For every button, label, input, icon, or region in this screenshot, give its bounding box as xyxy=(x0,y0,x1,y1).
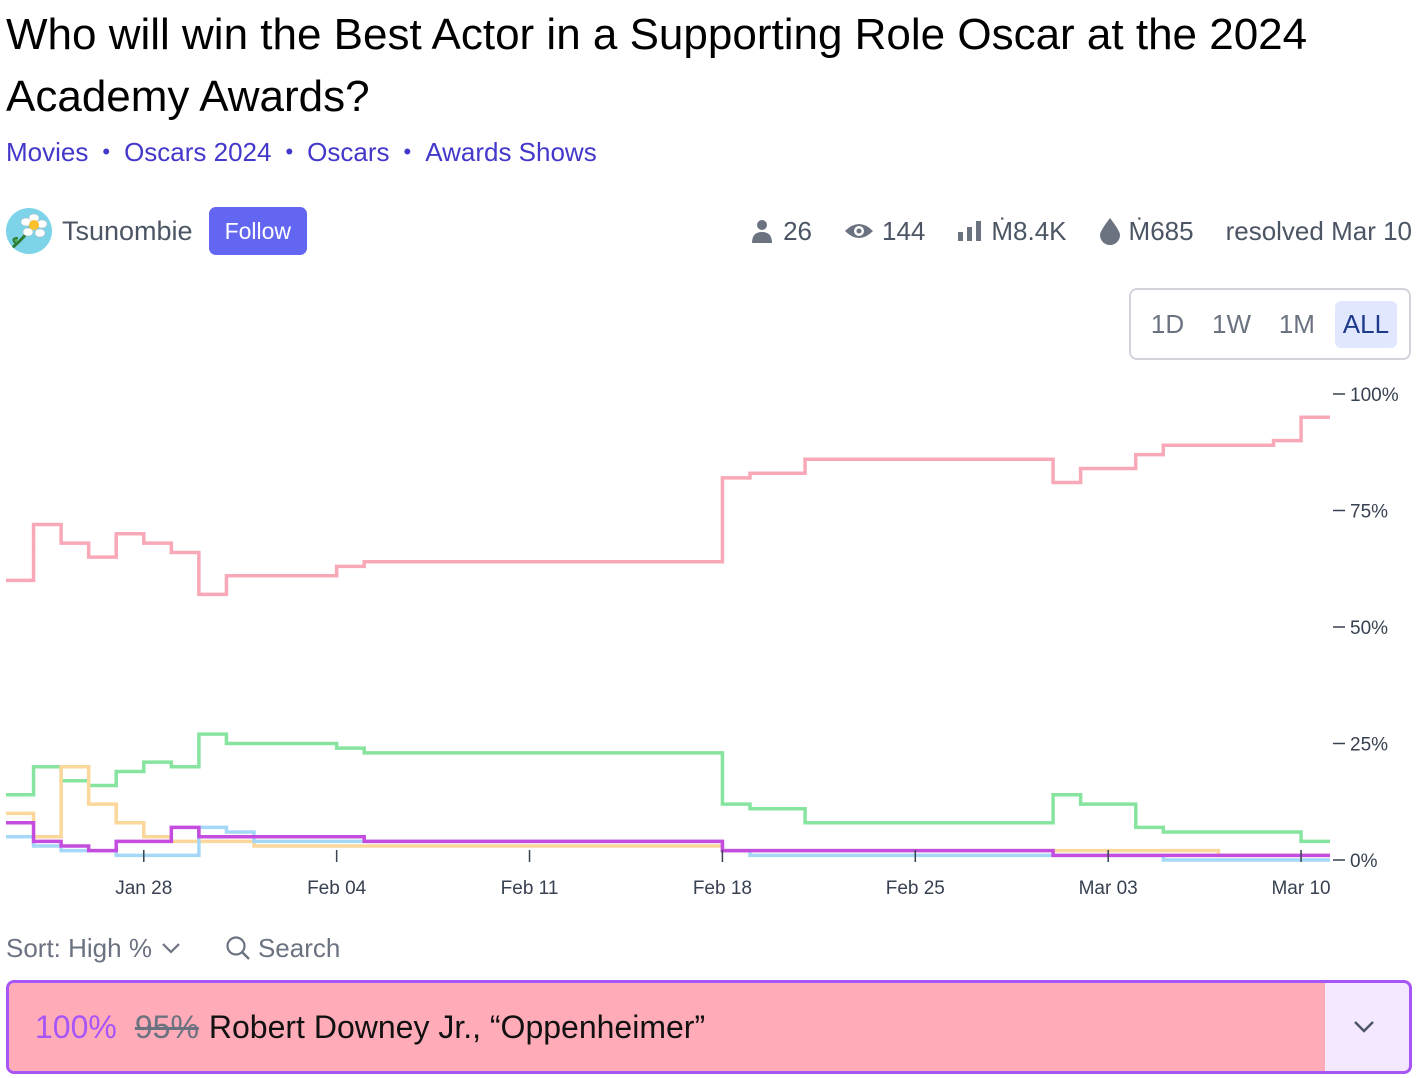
y-tick-label: 0% xyxy=(1350,851,1378,872)
x-tick-label: Jan 28 xyxy=(115,878,172,899)
x-tick-label: Feb 04 xyxy=(307,878,367,899)
y-tick-label: 75% xyxy=(1350,502,1388,523)
x-tick-label: Feb 18 xyxy=(693,878,752,899)
series-line-2 xyxy=(6,732,1330,844)
volume-amount: Ṁ8.4K xyxy=(991,215,1067,246)
tag-separator: • xyxy=(285,139,294,164)
range-1w-button[interactable]: 1W xyxy=(1211,308,1251,339)
flower-avatar-icon xyxy=(11,213,48,250)
series-line-5 xyxy=(6,820,1330,858)
series-line-1 xyxy=(6,415,1330,597)
market-stats: 26 144 Ṁ8.4K Ṁ685 resolved Mar 10 xyxy=(717,208,1412,254)
y-tick-label: 50% xyxy=(1350,618,1388,639)
liquidity-stat: Ṁ685 xyxy=(1099,216,1194,247)
resolved-date: resolved Mar 10 xyxy=(1225,215,1412,246)
answer-probability-bar xyxy=(9,983,1325,1071)
tag-list: Movies • Oscars 2024 • Oscars • Awards S… xyxy=(6,134,597,170)
tag-awards-shows[interactable]: Awards Shows xyxy=(425,136,597,167)
range-1m-button[interactable]: 1M xyxy=(1278,308,1315,339)
avatar[interactable] xyxy=(6,208,52,254)
search-label: Search xyxy=(257,932,341,963)
search-icon xyxy=(226,936,250,960)
author-row: Tsunombie Follow xyxy=(6,206,308,256)
droplet-icon xyxy=(1099,218,1120,245)
sort-label: Sort: High % xyxy=(6,932,152,963)
series-line-3 xyxy=(6,765,1330,858)
chevron-down-icon xyxy=(1354,1021,1374,1033)
answer-percent: 100% xyxy=(35,1008,117,1045)
probability-chart[interactable]: Jan 28 Feb 04 Feb 11 Feb 18 Feb 25 Mar 03 Mar … xyxy=(0,370,1420,910)
tag-separator: • xyxy=(403,139,412,164)
expand-answer-button[interactable] xyxy=(1349,1011,1379,1046)
resolved-stat: resolved Mar 10 xyxy=(1226,216,1412,247)
views-stat: 144 xyxy=(844,216,925,247)
tag-movies[interactable]: Movies xyxy=(6,136,89,167)
volume-stat: Ṁ8.4K xyxy=(957,215,1067,247)
x-tick-label: Mar 10 xyxy=(1271,878,1330,899)
answer-previous-percent: 95% xyxy=(134,1008,199,1045)
traders-count: 26 xyxy=(783,215,812,246)
sort-dropdown[interactable]: Sort: High % xyxy=(6,933,184,964)
answer-label: Robert Downey Jr., “Oppenheimer” xyxy=(208,1008,706,1045)
user-icon xyxy=(752,220,773,243)
x-tick-label: Mar 03 xyxy=(1079,878,1138,899)
range-1d-button[interactable]: 1D xyxy=(1150,308,1185,339)
search-button[interactable]: Search xyxy=(224,933,340,964)
y-tick-label: 25% xyxy=(1350,735,1388,756)
x-tick-label: Feb 11 xyxy=(501,878,559,899)
time-range-selector: 1D 1W 1M ALL xyxy=(1129,288,1411,360)
tag-separator: • xyxy=(102,139,111,164)
chevron-down-icon xyxy=(162,943,180,954)
y-tick-label: 100% xyxy=(1350,385,1399,406)
views-count: 144 xyxy=(881,215,926,246)
follow-button[interactable]: Follow xyxy=(208,207,308,255)
eye-icon xyxy=(844,224,873,238)
author-name[interactable]: Tsunombie xyxy=(62,215,193,246)
answer-row[interactable]: 100% 95% Robert Downey Jr., “Oppenheimer… xyxy=(6,980,1412,1074)
traders-stat: 26 xyxy=(749,216,812,247)
bar-chart-icon xyxy=(958,221,982,241)
x-tick-label: Feb 25 xyxy=(886,878,945,899)
liquidity-amount: Ṁ685 xyxy=(1128,215,1194,246)
range-all-button[interactable]: ALL xyxy=(1334,300,1398,348)
answer-controls: Sort: High % Search xyxy=(6,928,340,968)
tag-oscars[interactable]: Oscars xyxy=(307,136,390,167)
question-title: Who will win the Best Actor in a Support… xyxy=(6,10,1308,121)
tag-oscars-2024[interactable]: Oscars 2024 xyxy=(124,136,272,167)
answer-text: 100% 95% Robert Downey Jr., “Oppenheimer… xyxy=(35,983,705,1071)
